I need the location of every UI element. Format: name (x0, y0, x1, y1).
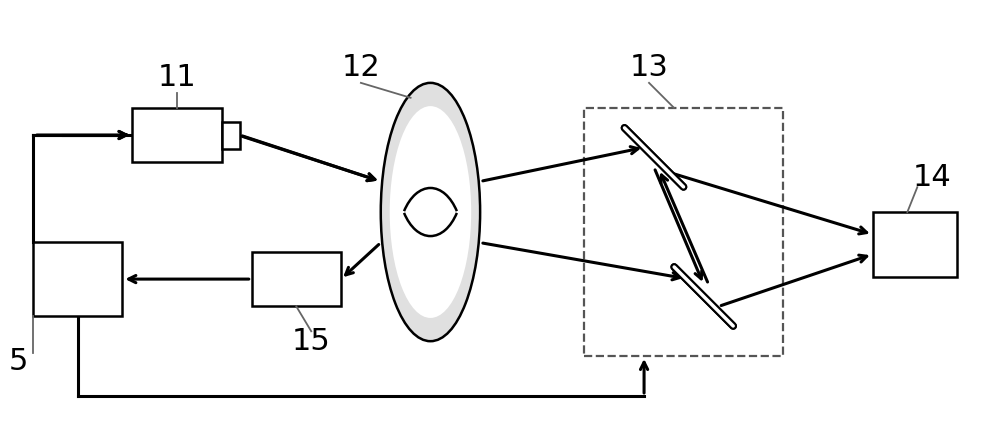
Bar (222, 122, 240, 149)
Bar (252, 252, 341, 306)
Bar (584, 108, 783, 356)
Text: 13: 13 (630, 54, 668, 83)
Text: 12: 12 (342, 54, 380, 83)
Ellipse shape (381, 83, 480, 341)
Ellipse shape (390, 106, 471, 318)
Text: 11: 11 (158, 64, 196, 92)
Bar (33, 242, 122, 316)
Bar (132, 108, 222, 162)
Text: 5: 5 (8, 346, 28, 375)
Text: 15: 15 (292, 327, 331, 356)
Text: 14: 14 (913, 163, 952, 192)
Bar (873, 212, 957, 276)
